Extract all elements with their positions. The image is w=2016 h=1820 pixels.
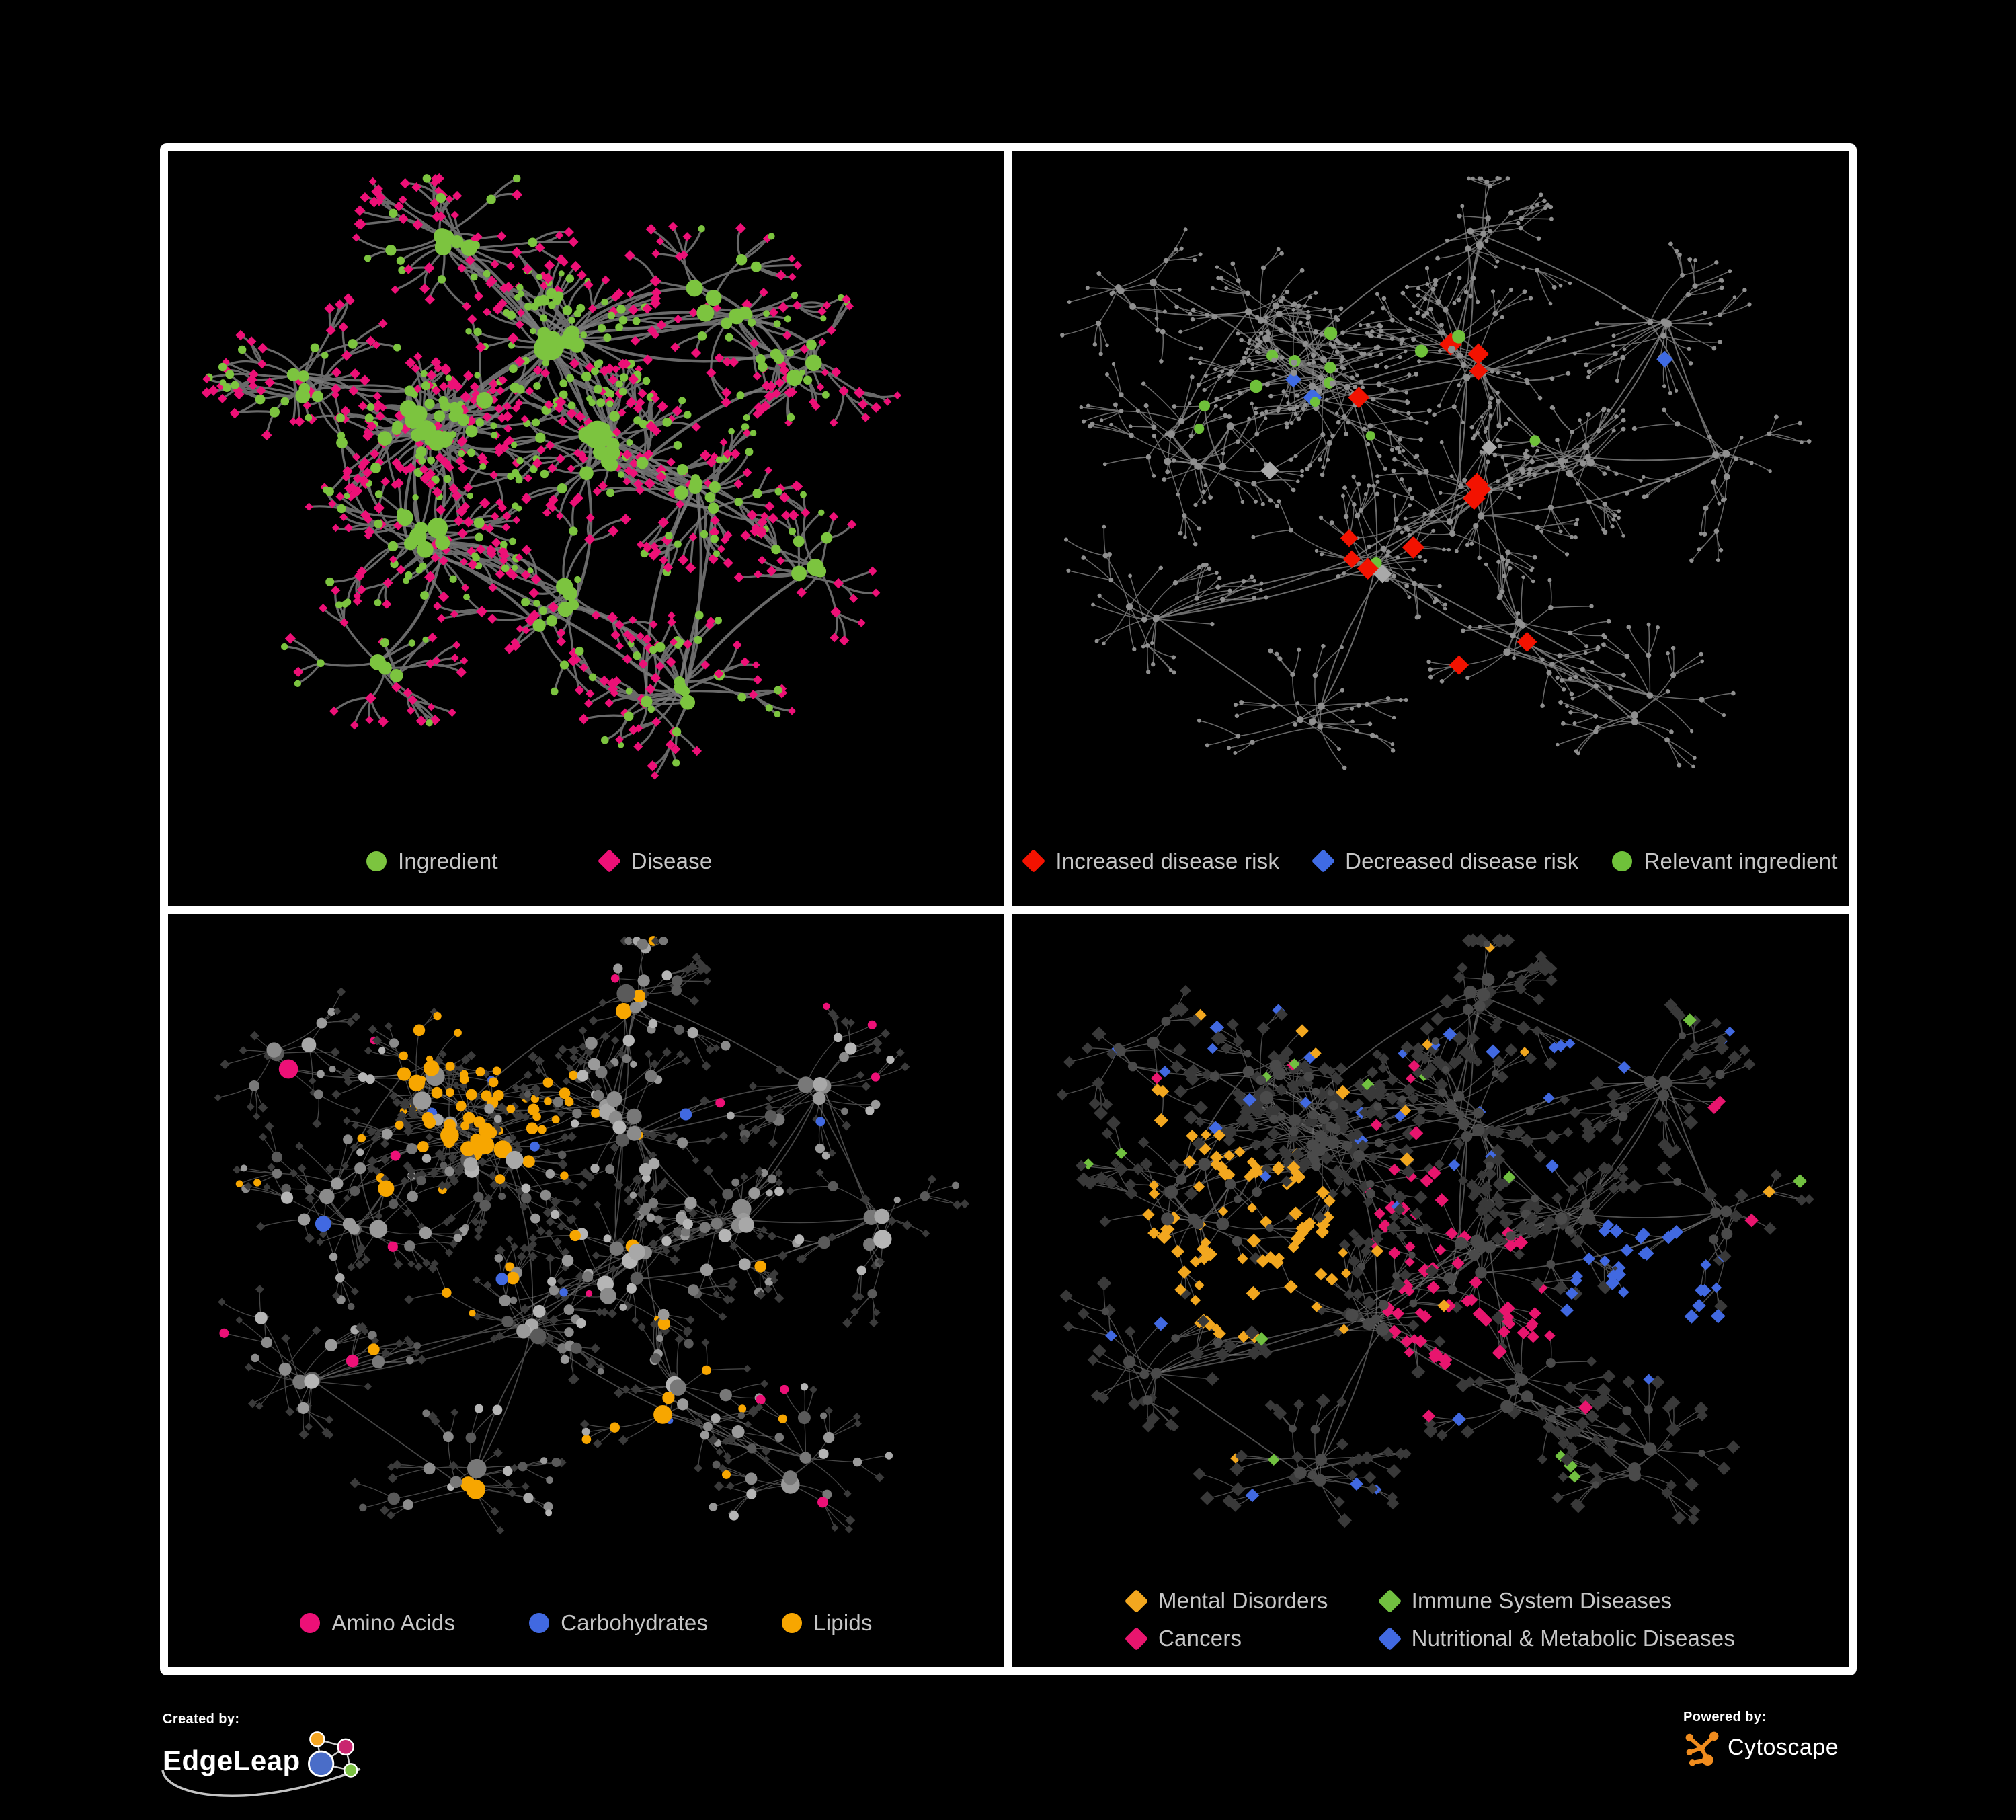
legend-item: Amino Acids (300, 1610, 455, 1636)
immune-system-diseases-swatch-icon (1377, 1589, 1402, 1613)
cytoscape-network-icon (1685, 1731, 1719, 1766)
nutrient-classes-network-graph (214, 935, 970, 1534)
disease-classes-network-graph (1056, 933, 1814, 1528)
powered-by-label: Powered by: (1683, 1710, 1767, 1725)
ingredient-disease-legend: Ingredient Disease (168, 828, 1004, 906)
legend-label: Carbohydrates (561, 1610, 709, 1635)
cancers-swatch-icon (1124, 1626, 1149, 1651)
edgeleap-network-icon (307, 1731, 358, 1778)
edgeleap-brand-block: Created by: EdgeLeap (161, 1712, 391, 1801)
nutrient-classes-legend: Amino Acids Carbohydrates Lipids (168, 1589, 1004, 1667)
decreased-risk-swatch-icon (1311, 848, 1336, 873)
legend-item: Cancers (1124, 1626, 1328, 1651)
increased-risk-swatch-icon (1022, 848, 1046, 873)
disease-swatch-icon (597, 848, 621, 873)
disease-classes-legend: Mental Disorders Immune System Diseases … (1012, 1579, 1849, 1667)
legend-item: Nutritional & Metabolic Diseases (1377, 1626, 1736, 1651)
cytoscape-wordmark: Cytoscape (1728, 1734, 1839, 1760)
legend-label: Mental Disorders (1158, 1588, 1328, 1613)
edgeleap-wordmark: EdgeLeap (163, 1745, 300, 1776)
mental-disorders-swatch-icon (1124, 1589, 1149, 1613)
relevant-ingredient-swatch-icon (1612, 850, 1633, 871)
legend-label: Lipids (813, 1610, 873, 1635)
cytoscape-logo: Cytoscape (1683, 1729, 1839, 1766)
panel-nutrient-classes-network: Amino Acids Carbohydrates Lipids (168, 913, 1004, 1667)
nutritional-metabolic-diseases-swatch-icon (1377, 1626, 1402, 1651)
legend-label: Increased disease risk (1055, 848, 1280, 873)
carbohydrates-swatch-icon (529, 1613, 550, 1633)
lipids-swatch-icon (782, 1613, 803, 1633)
panel-ingredient-disease-network: Ingredient Disease (168, 151, 1004, 906)
ingredient-swatch-icon (366, 850, 387, 871)
legend-label: Ingredient (398, 848, 498, 873)
legend-item: Mental Disorders (1124, 1588, 1328, 1614)
ingredient-disease-network-graph (201, 173, 901, 780)
amino-acids-swatch-icon (300, 1613, 321, 1633)
created-by-label: Created by: (163, 1712, 240, 1727)
legend-item: Relevant ingredient (1612, 848, 1837, 874)
legend-label: Nutritional & Metabolic Diseases (1411, 1626, 1736, 1651)
disease-risk-legend: Increased disease risk Decreased disease… (1012, 828, 1849, 906)
legend-item: Disease (597, 848, 713, 874)
disease-risk-network-graph (1060, 176, 1812, 770)
legend-item: Decreased disease risk (1311, 848, 1579, 874)
legend-label: Cancers (1158, 1626, 1242, 1651)
cytoscape-brand-block: Powered by: Cytoscape (1683, 1710, 1839, 1766)
legend-item: Immune System Diseases (1377, 1588, 1735, 1614)
legend-item: Lipids (782, 1610, 872, 1636)
legend-label: Decreased disease risk (1345, 848, 1579, 873)
legend-label: Relevant ingredient (1644, 848, 1838, 873)
figure-grid: Ingredient Disease Increased disease ris… (160, 143, 1857, 1675)
legend-item: Carbohydrates (529, 1610, 708, 1636)
edgeleap-logo: EdgeLeap (161, 1730, 391, 1797)
panel-disease-classes-network: Mental Disorders Immune System Diseases … (1012, 913, 1849, 1667)
legend-label: Amino Acids (331, 1610, 456, 1635)
legend-item: Ingredient (366, 848, 498, 874)
legend-label: Immune System Diseases (1411, 1588, 1672, 1613)
legend-item: Increased disease risk (1022, 848, 1280, 874)
legend-label: Disease (631, 848, 713, 873)
panel-disease-risk-network: Increased disease risk Decreased disease… (1012, 151, 1849, 906)
